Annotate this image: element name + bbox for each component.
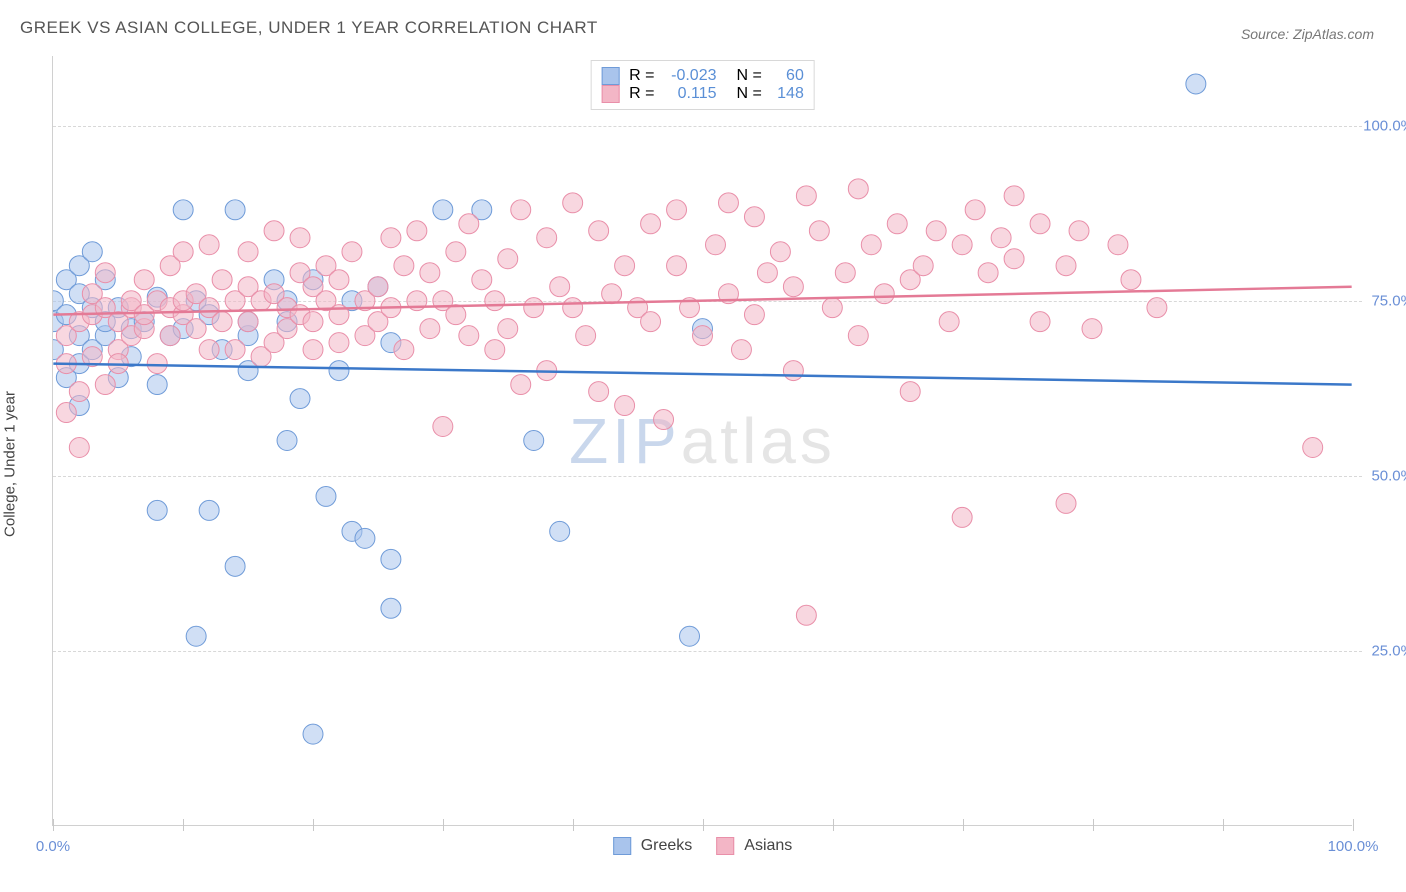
r-label: R = bbox=[629, 85, 654, 103]
correlation-legend: R = -0.023 N = 60 R = 0.115 N = 148 bbox=[590, 60, 815, 110]
y-tick-label: 50.0% bbox=[1371, 468, 1406, 485]
source-attribution: Source: ZipAtlas.com bbox=[1241, 26, 1374, 42]
n-label: N = bbox=[737, 67, 762, 85]
n-label: N = bbox=[737, 85, 762, 103]
y-axis-label: College, Under 1 year bbox=[2, 391, 19, 537]
legend-swatch bbox=[716, 837, 734, 855]
series-legend-item: Asians bbox=[716, 837, 792, 855]
trend-line bbox=[53, 287, 1351, 315]
x-tick-label: 100.0% bbox=[1328, 838, 1379, 855]
y-tick-label: 25.0% bbox=[1371, 643, 1406, 660]
n-value: 60 bbox=[768, 67, 804, 85]
scatter-plot: ZIPatlas R = -0.023 N = 60 R = 0.115 N =… bbox=[52, 56, 1352, 826]
chart-container: College, Under 1 year ZIPatlas R = -0.02… bbox=[20, 56, 1376, 872]
series-label: Greeks bbox=[641, 837, 693, 855]
series-legend: Greeks Asians bbox=[613, 837, 793, 855]
x-tick-mark bbox=[1353, 819, 1354, 831]
y-tick-label: 100.0% bbox=[1363, 118, 1406, 135]
series-legend-item: Greeks bbox=[613, 837, 693, 855]
r-label: R = bbox=[629, 67, 654, 85]
y-tick-label: 75.0% bbox=[1371, 293, 1406, 310]
legend-row: R = 0.115 N = 148 bbox=[601, 85, 804, 103]
series-label: Asians bbox=[744, 837, 792, 855]
legend-swatch bbox=[601, 67, 619, 85]
x-tick-label: 0.0% bbox=[36, 838, 70, 855]
legend-row: R = -0.023 N = 60 bbox=[601, 67, 804, 85]
trend-lines bbox=[53, 56, 1352, 825]
chart-title: GREEK VS ASIAN COLLEGE, UNDER 1 YEAR COR… bbox=[20, 18, 598, 38]
r-value: 0.115 bbox=[661, 85, 717, 103]
n-value: 148 bbox=[768, 85, 804, 103]
trend-line bbox=[53, 364, 1351, 385]
legend-swatch bbox=[613, 837, 631, 855]
legend-swatch bbox=[601, 85, 619, 103]
r-value: -0.023 bbox=[661, 67, 717, 85]
